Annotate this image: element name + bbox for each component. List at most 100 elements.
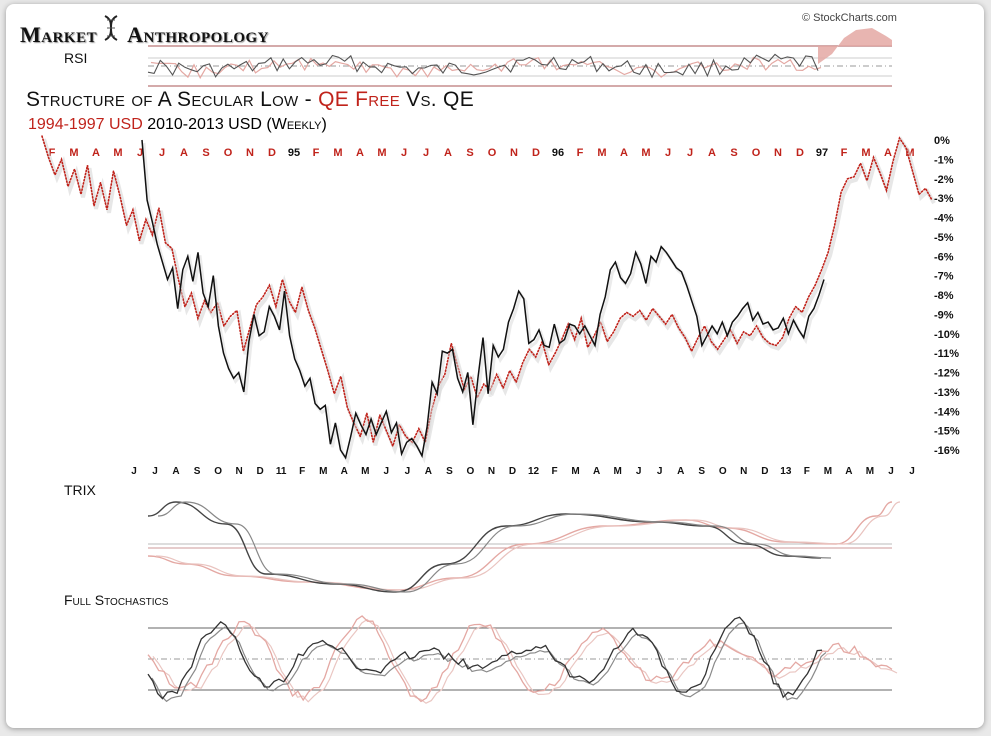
y-tick-label: -8% — [934, 290, 954, 302]
bottom-axis-label: J — [131, 466, 137, 477]
bottom-axis-label: N — [740, 466, 747, 477]
top-axis-label: F — [841, 147, 848, 159]
chart-title: Structure of A Secular Low - QE Free Vs.… — [26, 88, 474, 112]
y-tick-label: -11% — [934, 348, 959, 360]
bottom-axis-label: F — [804, 466, 810, 477]
top-axis-label: M — [641, 147, 650, 159]
bottom-axis-label: A — [593, 466, 600, 477]
y-tick-label: -1% — [934, 154, 954, 166]
y-tick-label: -15% — [934, 426, 960, 438]
chart-subtitle: 1994-1997 USD 2010-2013 USD (Weekly) — [28, 116, 327, 134]
top-axis-label: O — [488, 147, 497, 159]
top-axis-label: M — [377, 147, 386, 159]
bottom-axis-label: S — [698, 466, 705, 477]
series-shadow-2010-2013 — [142, 142, 828, 465]
bottom-axis-label: S — [194, 466, 201, 477]
logo-left-text: Market — [20, 22, 98, 47]
bottom-axis-label: A — [172, 466, 179, 477]
chart-canvas: 0% -1% -2% -3% -4% -5% -6% -7% -8% -9% -10% -11% -12… — [41, 28, 960, 704]
bottom-axis-label: O — [719, 466, 727, 477]
chart-card: 0% -1% -2% -3% -4% -5% -6% -7% -8% -9% -10% -11% -12… — [6, 4, 984, 728]
bottom-axis-label: 13 — [780, 466, 792, 477]
top-axis-label: N — [246, 147, 254, 159]
top-axis-label: 97 — [816, 147, 828, 159]
stochastics-label: Full Stochastics — [64, 592, 169, 608]
y-tick-label: -3% — [934, 193, 954, 205]
top-axis-label: M — [861, 147, 870, 159]
top-axis-label: O — [224, 147, 233, 159]
top-axis-label: A — [444, 147, 452, 159]
y-tick-label: -7% — [934, 271, 954, 283]
bottom-axis-label: F — [299, 466, 305, 477]
top-axis-label: M — [113, 147, 122, 159]
trix-label: TRIX — [64, 482, 96, 498]
top-axis-label: J — [423, 147, 429, 159]
bottom-axis-label: A — [425, 466, 432, 477]
top-axis-label: A — [708, 147, 716, 159]
top-axis-label: A — [884, 147, 892, 159]
bottom-axis-label: M — [361, 466, 369, 477]
y-tick-label: -12% — [934, 368, 960, 380]
rsi-line-2010-2013 — [147, 53, 819, 79]
bottom-axis-label: M — [613, 466, 621, 477]
top-axis-label: A — [92, 147, 100, 159]
bottom-axis-label: M — [571, 466, 579, 477]
y-tick-label: -10% — [934, 329, 960, 341]
bottom-axis-label: J — [152, 466, 158, 477]
rsi-overbought-fill — [818, 28, 892, 64]
top-axis-label: S — [202, 147, 209, 159]
bottom-axis-label: D — [761, 466, 768, 477]
bottom-axis-label: J — [384, 466, 390, 477]
stoch-signal-2010-2013 — [151, 622, 827, 703]
series-line-1994-1997 — [41, 135, 933, 449]
subtitle-red-series: 1994-1997 USD — [28, 116, 143, 133]
top-axis-label: M — [597, 147, 606, 159]
top-axis-label: J — [401, 147, 407, 159]
bottom-axis-label: O — [467, 466, 475, 477]
top-axis-label: S — [466, 147, 473, 159]
top-axis-label: S — [730, 147, 737, 159]
top-axis-label: F — [313, 147, 320, 159]
bottom-axis-label: A — [341, 466, 348, 477]
top-axis-label: D — [268, 147, 276, 159]
bottom-axis-label: J — [657, 466, 663, 477]
rsi-label: RSI — [64, 50, 88, 66]
top-axis-label: J — [665, 147, 671, 159]
title-part1: Structure of A Secular Low - — [26, 88, 319, 111]
bottom-axis-label: 12 — [528, 466, 540, 477]
logo-right-text: Anthropology — [127, 22, 270, 47]
bottom-axis-label: J — [909, 466, 915, 477]
bottom-axis-label: O — [214, 466, 222, 477]
top-axis-label: F — [49, 147, 56, 159]
copyright-text: © StockCharts.com — [802, 12, 897, 24]
y-tick-label: -13% — [934, 387, 960, 399]
trix-line-2010-2013 — [147, 501, 822, 593]
bottom-axis-label: J — [636, 466, 642, 477]
y-tick-label: -4% — [934, 213, 954, 225]
top-axis-label: N — [774, 147, 782, 159]
bottom-axis-label: F — [551, 466, 557, 477]
top-axis-label: O — [752, 147, 761, 159]
rsi-line-1994-1997 — [150, 56, 822, 80]
top-axis-label: M — [69, 147, 78, 159]
y-tick-label: 0% — [934, 135, 950, 147]
top-axis-label: D — [532, 147, 540, 159]
bottom-axis-label: A — [677, 466, 684, 477]
top-axis-label: J — [137, 147, 143, 159]
top-axis-label: N — [510, 147, 518, 159]
top-axis-label: 96 — [552, 147, 564, 159]
dna-helix-icon — [103, 14, 121, 48]
top-axis-label: D — [796, 147, 804, 159]
bottom-axis-label: A — [845, 466, 852, 477]
stoch-line-1994-1997 — [147, 615, 893, 703]
bottom-axis-label: S — [446, 466, 453, 477]
top-axis-label: 95 — [288, 147, 300, 159]
bottom-axis-label: M — [319, 466, 327, 477]
y-tick-label: -9% — [934, 309, 954, 321]
y-tick-label: -2% — [934, 174, 954, 186]
title-qe-free: QE Free — [318, 88, 401, 111]
trix-signal-2010-2013 — [157, 501, 832, 593]
bottom-axis-label: 11 — [276, 466, 287, 477]
subtitle-black-series: 2010-2013 USD (Weekly) — [142, 116, 327, 133]
bottom-axis-label: N — [236, 466, 243, 477]
